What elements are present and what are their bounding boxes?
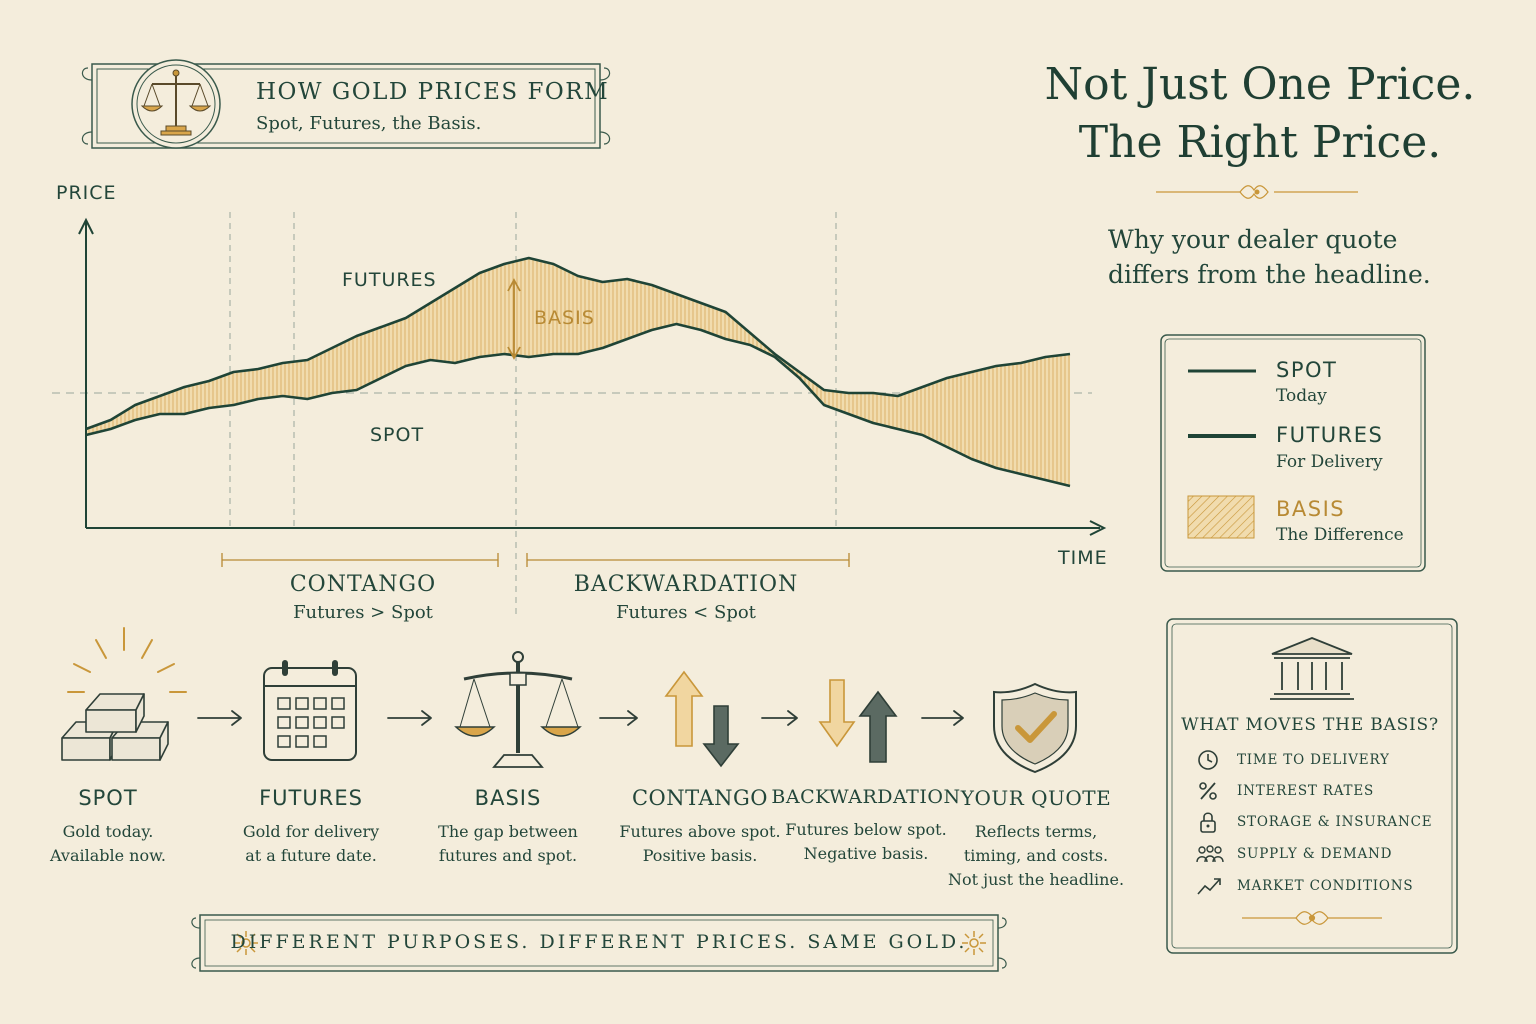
step-basis: BASIS The gap between futures and spot. [413,786,603,868]
headline-line-2: The Right Price. [1078,117,1442,168]
step-desc: Reflects terms, timing, and costs. Not jus… [947,822,1125,889]
step-backwardation: BACKWARDATION Futures below spot. Negativ… [771,786,961,866]
driver-item: INTEREST RATES [1196,779,1446,805]
futures-series-label: FUTURES [342,269,437,291]
legend-basis-desc: The Difference [1276,525,1404,545]
backwardation-regime-subtitle: Futures < Spot [616,602,756,623]
driver-item: STORAGE & INSURANCE [1196,810,1446,836]
legend-box [1160,334,1426,572]
drivers-panel [1166,618,1458,954]
step-title: CONTANGO [631,786,769,810]
basis-label: BASIS [534,307,595,329]
balance-scale-icon [454,651,582,768]
legend-futures-desc: For Delivery [1276,452,1383,472]
backwardation-regime-title: BACKWARDATION [573,572,799,597]
bank-building-icon [1270,637,1354,700]
gold-bars-icon [61,627,187,761]
step-desc: Futures above spot. Positive basis. [619,822,781,865]
step-desc: Gold for delivery at a future date. [242,822,380,865]
spot-series-label: SPOT [370,424,425,446]
basis-area [86,258,1070,486]
sunburst-icon [962,931,986,955]
headline: Not Just One Price. The Right Price. [1000,56,1520,172]
headline-line-1: Not Just One Price. [1044,59,1476,110]
deck-line-2: differs from the headline. [1108,260,1431,289]
y-axis-arrow [78,217,94,235]
contango-regime-title: CONTANGO [289,572,437,597]
shield-check-icon [993,682,1077,774]
backwardation-bracket [526,553,850,567]
driver-item: SUPPLY & DEMAND [1196,842,1446,868]
legend-basis-name: BASIS [1276,497,1346,521]
header-title: HOW GOLD PRICES FORM [256,79,610,105]
down-up-arrows-icon [818,679,898,763]
step-title: SPOT [78,786,138,810]
y-axis-label: PRICE [56,182,117,204]
contango-bracket [221,553,499,567]
spot-series-line [85,322,1071,488]
trend-icon [1197,878,1221,895]
driver-item: TIME TO DELIVERY [1196,748,1446,774]
legend-spot-desc: Today [1276,386,1327,406]
step-title: BASIS [474,786,542,810]
sunburst-icon [234,931,258,955]
lock-icon [1200,812,1216,833]
step-contango: CONTANGO Futures above spot. Positive bas… [605,786,795,868]
header-banner [81,63,611,149]
basis-arrow [507,278,521,360]
legend-futures-name: FUTURES [1276,423,1384,447]
step-title: BACKWARDATION [771,786,961,808]
tagline-text: DIFFERENT PURPOSES. DIFFERENT PRICES. SA… [230,931,968,953]
step-title: FUTURES [259,786,363,810]
deck-text: Why your dealer quote differs from the h… [1108,222,1468,292]
x-axis-label: TIME [1058,547,1108,569]
futures-series-line [85,256,1071,431]
legend-spot-name: SPOT [1276,358,1338,382]
calendar-icon [263,660,357,761]
header-subtitle: Spot, Futures, the Basis. [256,113,482,134]
step-desc: Gold today. Available now. [50,822,166,865]
x-axis-arrow [1089,520,1107,536]
step-desc: The gap between futures and spot. [438,822,578,865]
clock-icon [1198,750,1218,770]
step-spot: SPOT Gold today. Available now. [13,786,203,868]
step-title: YOUR QUOTE [960,786,1112,810]
people-icon [1196,845,1224,863]
deck-line-1: Why your dealer quote [1108,225,1398,254]
panel-ornament [1242,911,1382,925]
step-desc: Futures below spot. Negative basis. [785,820,947,863]
step-futures: FUTURES Gold for delivery at a future dat… [216,786,406,868]
up-down-arrows-icon [664,670,740,768]
legend-basis-swatch [1187,495,1255,539]
tagline-banner [191,914,1007,972]
balance-scale-icon [131,59,221,149]
ornament-divider [1156,185,1358,199]
percent-icon [1199,782,1217,800]
step-your-quote: YOUR QUOTE Reflects terms, timing, and co… [941,786,1131,892]
drivers-title: WHAT MOVES THE BASIS? [1181,715,1439,735]
contango-regime-subtitle: Futures > Spot [293,602,433,623]
driver-item: MARKET CONDITIONS [1196,874,1446,900]
